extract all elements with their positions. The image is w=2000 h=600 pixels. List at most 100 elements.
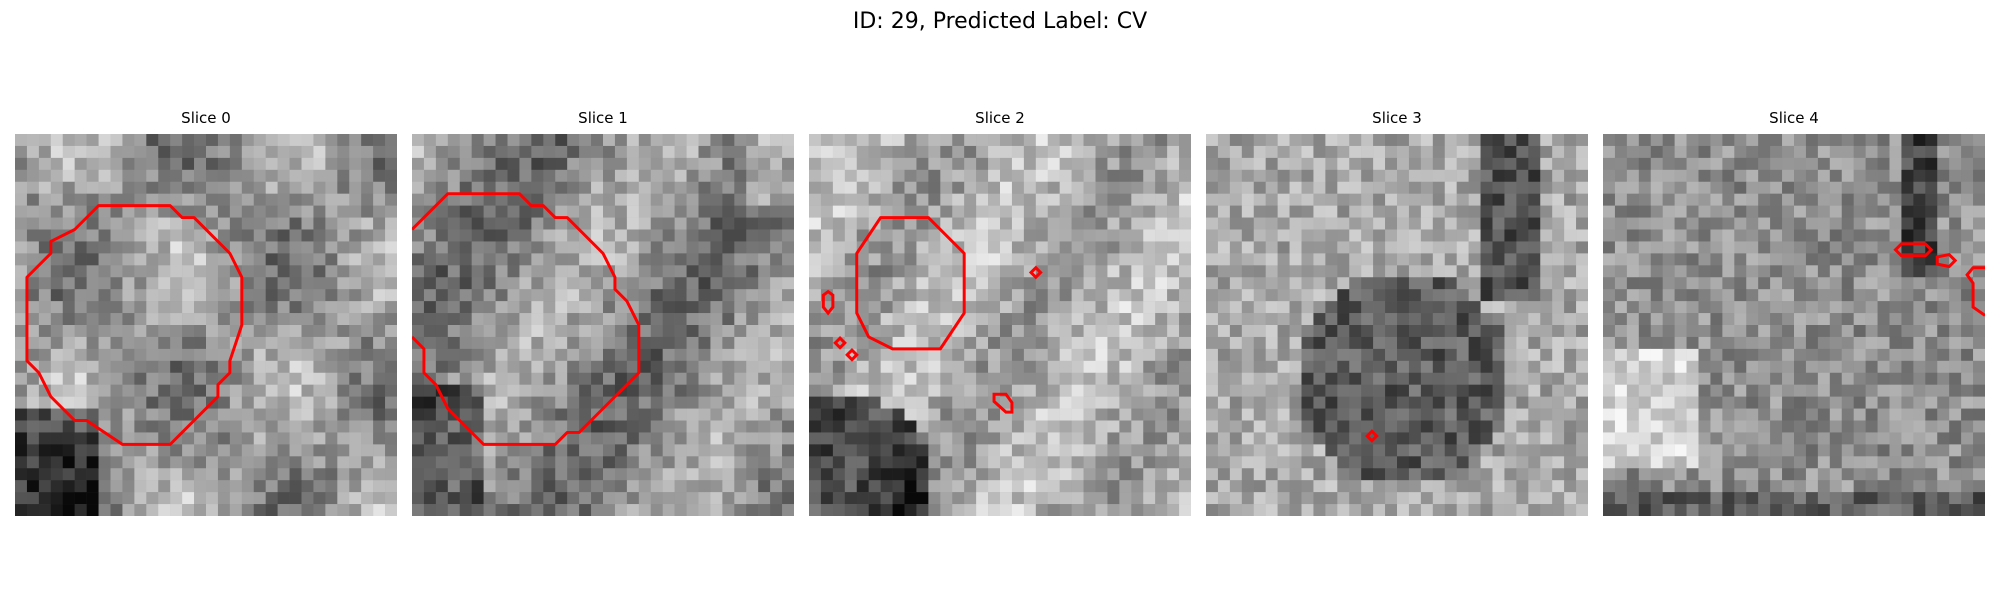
- pixel: [495, 169, 508, 182]
- pixel: [1949, 384, 1962, 397]
- pixel: [1167, 313, 1180, 326]
- pixel: [325, 205, 338, 218]
- pixel: [1373, 217, 1386, 230]
- pixel: [555, 348, 568, 362]
- pixel: [1071, 348, 1084, 362]
- pixel: [1456, 157, 1469, 171]
- pixel: [1528, 432, 1541, 445]
- pixel: [1901, 169, 1914, 182]
- pixel: [1638, 253, 1651, 266]
- pixel: [674, 217, 687, 230]
- pixel: [1973, 157, 1985, 171]
- pixel: [1397, 480, 1410, 493]
- pixel: [555, 277, 568, 290]
- pixel: [1059, 492, 1072, 505]
- pixel: [1973, 289, 1985, 302]
- pixel: [1143, 360, 1156, 373]
- pixel: [289, 456, 302, 469]
- pixel: [146, 181, 159, 194]
- pixel: [1229, 432, 1243, 445]
- pixel: [976, 253, 989, 266]
- pixel: [1277, 193, 1290, 206]
- pixel: [1444, 420, 1457, 433]
- pixel: [1877, 289, 1890, 302]
- pixel: [892, 229, 905, 242]
- pixel: [1626, 313, 1640, 326]
- pixel: [1662, 396, 1675, 409]
- pixel: [1817, 408, 1831, 421]
- pixel: [531, 348, 544, 362]
- pixel: [1167, 360, 1180, 373]
- pixel: [1131, 456, 1144, 469]
- pixel: [134, 336, 147, 350]
- pixel: [856, 420, 869, 433]
- pixel: [1179, 157, 1191, 171]
- pixel: [758, 372, 771, 385]
- pixel: [435, 408, 449, 421]
- pixel: [435, 325, 449, 338]
- pixel: [880, 492, 893, 505]
- pixel: [567, 325, 580, 338]
- pixel: [1349, 504, 1362, 516]
- pixel: [1650, 193, 1663, 206]
- pixel: [38, 205, 52, 218]
- pixel: [26, 384, 40, 397]
- pixel: [844, 336, 857, 350]
- pixel: [928, 169, 941, 182]
- pixel: [289, 253, 302, 266]
- pixel: [1385, 325, 1398, 338]
- pixel: [1119, 241, 1132, 254]
- pixel: [782, 205, 794, 218]
- pixel: [1528, 444, 1541, 457]
- pixel: [1468, 336, 1481, 350]
- pixel: [734, 277, 747, 290]
- pixel: [1397, 420, 1410, 433]
- pixel: [916, 336, 929, 350]
- pixel: [1456, 468, 1469, 481]
- pixel: [1349, 313, 1362, 326]
- pixel: [1253, 444, 1266, 457]
- pixel: [447, 336, 460, 350]
- pixel: [1444, 265, 1457, 278]
- pixel: [809, 301, 822, 314]
- pixel: [1420, 325, 1434, 338]
- pixel: [325, 456, 338, 469]
- pixel: [1167, 336, 1180, 350]
- pixel: [1083, 432, 1096, 445]
- pixel: [325, 169, 338, 182]
- pixel: [217, 504, 231, 516]
- pixel: [1277, 360, 1290, 373]
- pixel: [1686, 241, 1699, 254]
- pixel: [158, 480, 171, 493]
- pixel: [1961, 348, 1974, 362]
- pixel: [1265, 492, 1278, 505]
- pixel: [1468, 277, 1481, 290]
- pixel: [1480, 492, 1493, 505]
- pixel: [86, 145, 99, 159]
- pixel: [217, 456, 231, 469]
- pixel: [698, 325, 711, 338]
- pixel: [1805, 277, 1819, 290]
- pixel: [579, 456, 592, 469]
- pixel: [662, 468, 675, 481]
- pixel: [1289, 468, 1302, 481]
- pixel: [904, 336, 917, 350]
- pixel: [507, 480, 520, 493]
- pixel: [277, 504, 290, 516]
- pixel: [1937, 336, 1950, 350]
- pixel: [892, 468, 905, 481]
- pixel: [976, 432, 989, 445]
- pixel: [1961, 384, 1974, 397]
- pixel: [892, 205, 905, 218]
- pixel: [650, 420, 663, 433]
- pixel: [1889, 432, 1902, 445]
- pixel: [122, 336, 135, 350]
- pixel: [674, 313, 687, 326]
- pixel: [638, 348, 651, 362]
- pixel: [435, 313, 449, 326]
- pixel: [241, 229, 254, 242]
- pixel: [1119, 325, 1132, 338]
- pixel: [591, 193, 604, 206]
- pixel: [385, 384, 397, 397]
- pixel: [1095, 384, 1108, 397]
